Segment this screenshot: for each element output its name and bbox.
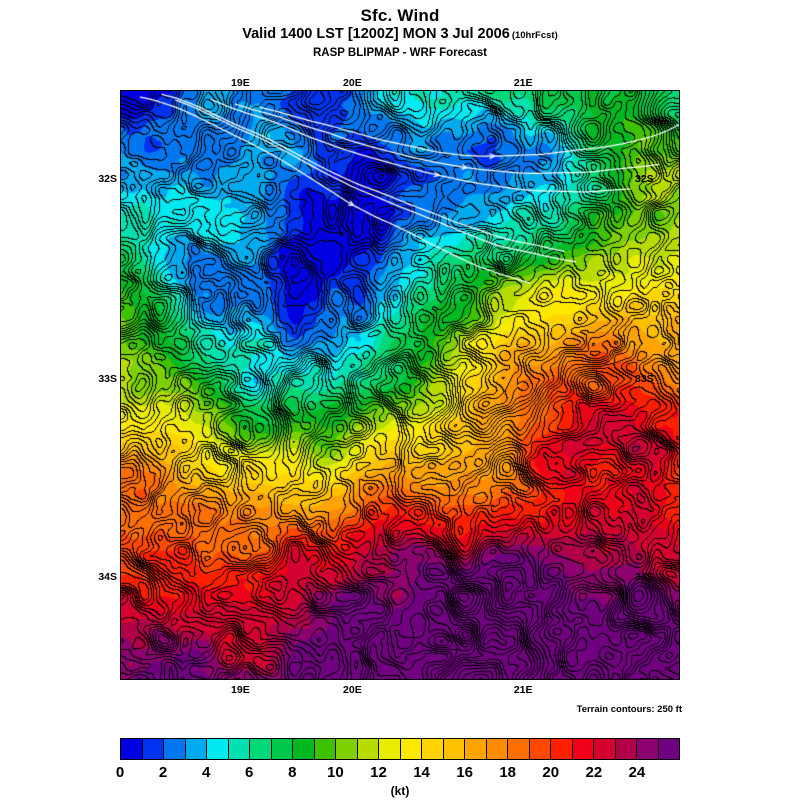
lat-tick-label-left: 33S [98,373,117,386]
lon-tick-label-top: 21E [513,77,533,89]
wind-speed-field-canvas [120,90,680,680]
colorbar-cell [164,739,186,759]
lat-tick-label-left: 32S [98,172,117,185]
colorbar-cell [529,739,551,759]
colorbar-tick: 18 [499,764,517,781]
lat-tick-label-left: 34S [98,570,117,583]
colorbar-cell [142,739,164,759]
colorbar-cell [357,739,379,759]
page-title: Sfc. Wind [360,6,440,25]
colorbar-cell [207,739,229,759]
title-block: Sfc. Wind Valid 1400 LST [1200Z] MON 3 J… [0,6,800,61]
colorbar-cell [486,739,508,759]
colorbar-cell [121,739,143,759]
colorbar-cell [658,739,679,759]
colorbar-tick: 8 [288,764,297,781]
colorbar-tick: 20 [542,764,560,781]
colorbar-cell [185,739,207,759]
colorbar-cell [443,739,465,759]
colorbar-cell [572,739,594,759]
lat-tick-label-right: 32S [635,172,654,185]
lon-tick-label-top: 20E [343,77,362,89]
colorbar-cell [228,739,250,759]
colorbar-cell [637,739,659,759]
colorbar-cell [314,739,336,759]
colorbar-cell [594,739,616,759]
colorbar-tick: 10 [327,764,344,781]
colorbar-tick: 22 [585,764,603,781]
colorbar-tick: 14 [413,764,430,781]
colorbar-block: 0 2 4 6 8 10 12 14 16 18 20 22 24 [116,738,680,784]
colorbar-cell [551,739,573,759]
colorbar-cell [400,739,422,759]
lon-tick-label-bottom: 21E [513,684,533,696]
colorbar-tick: 6 [245,764,254,781]
lon-tick-label-bottom: 19E [231,684,250,696]
colorbar-cell [508,739,530,759]
colorbar-tick: 16 [456,764,473,781]
colorbar-tick-labels: 0 2 4 6 8 10 12 14 16 18 20 22 24 [116,764,680,784]
colorbar-tick: 4 [201,764,211,781]
colorbar-tick: 0 [115,764,125,781]
colorbar-scale[interactable] [120,738,680,760]
colorbar-cell [271,739,293,759]
colorbar-cell [379,739,401,759]
weather-map[interactable] [120,90,680,680]
colorbar-cell [293,739,315,759]
lat-tick-label-right: 34S [635,570,654,583]
colorbar-cell [465,739,487,759]
lon-tick-label-bottom: 20E [343,684,362,696]
colorbar-cell [422,739,444,759]
valid-time-line: Valid 1400 LST [1200Z] MON 3 Jul 2006 (10… [0,25,800,45]
model-source-line: RASP BLIPMAP - WRF Forecast [312,47,488,59]
colorbar-tick: 12 [370,764,387,781]
colorbar-cell [250,739,272,759]
terrain-contour-note: Terrain contours: 250 ft [576,704,682,715]
colorbar-units-label: (kt) [390,784,410,798]
colorbar-cell [336,739,358,759]
colorbar-cell [615,739,637,759]
forecast-hour-text: (10hrFcst) [511,30,558,41]
valid-time-text: Valid 1400 LST [1200Z] MON 3 Jul 2006 [242,26,510,42]
colorbar-tick: 24 [628,764,646,781]
colorbar-tick: 2 [158,764,168,781]
lon-tick-label-top: 19E [231,77,250,89]
lat-tick-label-right: 33S [635,373,654,386]
